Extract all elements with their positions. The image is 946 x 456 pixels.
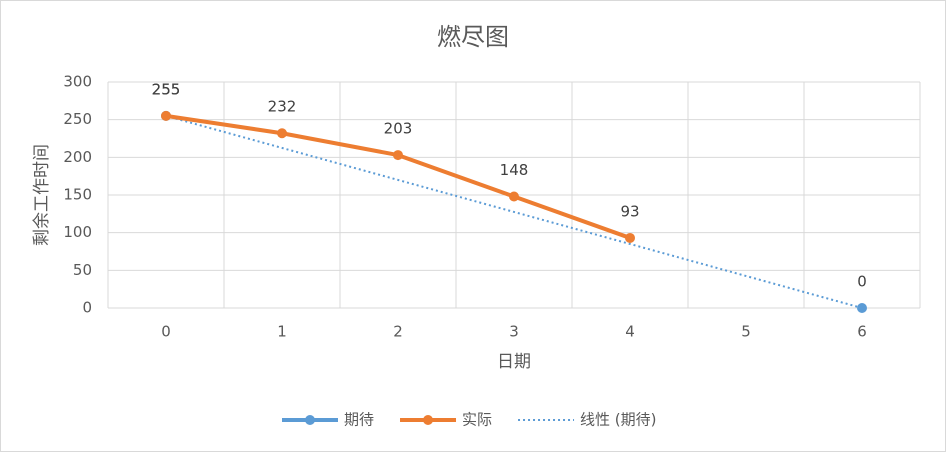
y-tick-label: 0 xyxy=(82,299,92,317)
x-tick-label: 2 xyxy=(393,323,403,341)
data-point xyxy=(277,128,287,139)
y-tick-label: 250 xyxy=(63,110,92,128)
data-label: 255 xyxy=(152,80,181,98)
data-point xyxy=(509,191,519,202)
data-point xyxy=(161,110,171,121)
x-tick-label: 1 xyxy=(277,323,287,341)
x-axis-title: 日期 xyxy=(497,352,531,372)
x-tick-label: 6 xyxy=(857,323,867,341)
x-tick-label: 3 xyxy=(509,323,519,341)
data-label: 255 xyxy=(152,80,181,98)
legend-label: 线性 (期待) xyxy=(580,411,656,429)
y-axis-title: 剩余工作时间 xyxy=(32,144,52,246)
legend-marker xyxy=(305,415,315,425)
trendline xyxy=(165,114,863,309)
data-label: 93 xyxy=(620,202,639,220)
data-label: 148 xyxy=(500,161,529,179)
y-tick-label: 150 xyxy=(63,186,92,204)
data-label: 203 xyxy=(384,120,413,138)
y-tick-label: 50 xyxy=(73,261,92,279)
y-tick-label: 200 xyxy=(63,148,92,166)
legend-label: 实际 xyxy=(462,411,492,429)
y-tick-label: 100 xyxy=(63,223,92,241)
x-tick-label: 5 xyxy=(741,323,751,341)
data-point xyxy=(857,303,867,313)
legend-marker xyxy=(423,415,434,425)
x-tick-label: 0 xyxy=(161,323,171,341)
data-label: 0 xyxy=(857,273,867,291)
chart-title: 燃尽图 xyxy=(437,23,509,51)
legend-label: 期待 xyxy=(344,411,374,429)
y-tick-label: 300 xyxy=(63,73,92,91)
x-tick-label: 4 xyxy=(625,323,635,341)
data-label: 232 xyxy=(268,98,297,116)
data-point xyxy=(393,150,403,161)
data-point xyxy=(625,232,635,243)
